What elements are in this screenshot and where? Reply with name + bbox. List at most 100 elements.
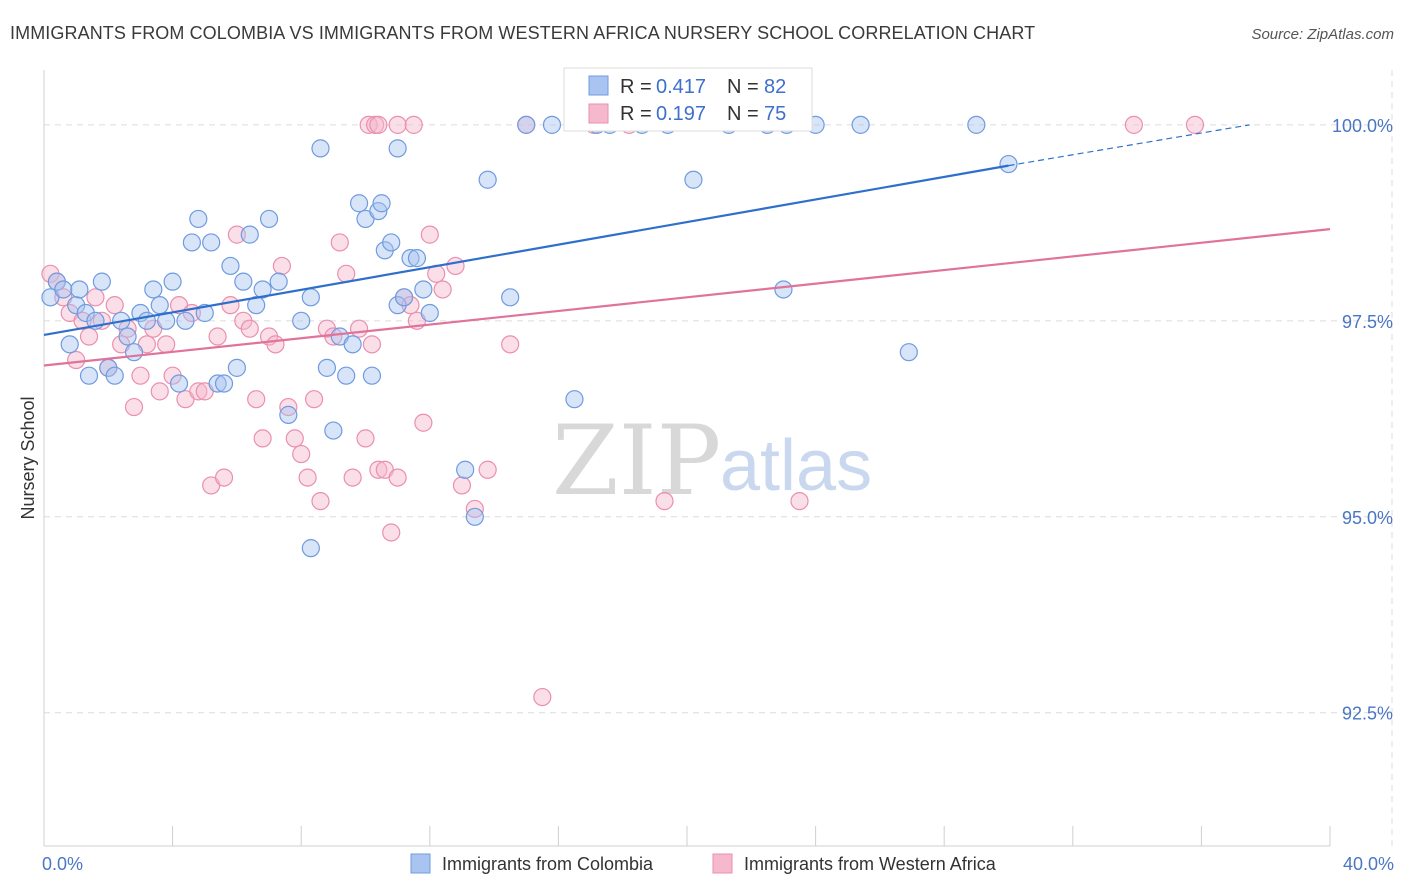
- colombia-point: [234, 272, 253, 291]
- western-africa-point: [790, 492, 809, 511]
- colombia-point: [79, 366, 99, 385]
- western-africa-point: [414, 413, 433, 432]
- colombia-point: [202, 233, 221, 252]
- colombia-point: [362, 366, 382, 385]
- western-africa-point: [1185, 115, 1205, 134]
- colombia-point: [269, 272, 288, 291]
- colombia-point: [214, 374, 234, 393]
- y-axis-tick-labels: 92.5% 95.0% 97.5% 100.0%: [1332, 116, 1393, 724]
- y-axis-label: Nursery School: [18, 396, 38, 519]
- western-africa-point: [420, 225, 439, 244]
- colombia-point: [407, 249, 427, 268]
- trend-lines: [43, 124, 1331, 367]
- western-africa-point: [349, 319, 369, 338]
- colombia-point: [388, 139, 407, 158]
- western-africa-point: [330, 233, 349, 252]
- western-africa-point: [404, 115, 423, 134]
- legend: Immigrants from Colombia Immigrants from…: [410, 853, 997, 874]
- colombia-point: [163, 272, 182, 291]
- colombia-point: [240, 225, 259, 244]
- legend-colombia-label: Immigrants from Colombia: [442, 854, 654, 874]
- western-africa-point: [208, 327, 227, 346]
- colombia-point: [221, 256, 240, 276]
- stats-western-africa-n-label: N =: [727, 103, 759, 125]
- colombia-point: [394, 288, 414, 307]
- colombia-point: [311, 139, 330, 158]
- watermark: ZIP atlas: [552, 405, 872, 517]
- colombia-point: [157, 311, 176, 330]
- colombia-point: [372, 194, 391, 213]
- western-africa-point: [359, 115, 378, 134]
- stats-western-africa-swatch: [588, 103, 609, 124]
- stats-colombia-r-value: 0.417: [656, 76, 706, 98]
- y-tick-label: 97.5%: [1342, 312, 1393, 332]
- chart-source: Source: ZipAtlas.com: [1251, 26, 1394, 43]
- western-africa-point: [214, 468, 234, 487]
- stats-western-africa-r-label: R =: [620, 103, 652, 125]
- x-tick-label-start: 0.0%: [42, 854, 83, 874]
- x-tick-label-end: 40.0%: [1343, 854, 1394, 874]
- colombia-point: [301, 288, 320, 307]
- colombia-point: [169, 374, 189, 393]
- western-africa-point: [279, 397, 298, 417]
- western-africa-point: [157, 335, 176, 354]
- colombia-point: [292, 311, 311, 330]
- western-africa-point: [285, 429, 304, 448]
- colombia-point: [208, 374, 227, 393]
- western-africa-point: [227, 225, 246, 244]
- colombia-point: [195, 303, 214, 323]
- western-africa-point: [446, 256, 465, 276]
- watermark-zip: ZIP: [552, 405, 721, 517]
- chart-title: IMMIGRANTS FROM COLOMBIA VS IMMIGRANTS F…: [10, 23, 1035, 43]
- western-africa-point: [272, 256, 292, 276]
- colombia-trend-extension: [1008, 124, 1250, 167]
- colombia-point: [279, 405, 298, 424]
- western-africa-point: [388, 468, 407, 487]
- western-africa-point: [533, 687, 552, 707]
- stats-box: R = 0.417 N = 82 R = 0.197 N = 75: [563, 67, 813, 132]
- western-africa-point: [86, 288, 105, 307]
- western-africa-point: [465, 499, 484, 519]
- western-africa-point: [369, 115, 388, 134]
- colombia-point: [967, 115, 986, 134]
- colombia-point: [176, 311, 195, 330]
- colombia-point: [118, 327, 137, 346]
- stats-colombia-n-label: N =: [727, 76, 759, 98]
- x-axis-tick-labels: 0.0% 40.0%: [42, 854, 1394, 874]
- western-africa-point: [655, 492, 674, 511]
- y-tick-label: 100.0%: [1332, 116, 1393, 136]
- colombia-point: [420, 303, 439, 323]
- colombia-point: [349, 194, 369, 213]
- colombia-point: [999, 154, 1018, 174]
- colombia-points: [41, 115, 1018, 558]
- western-africa-point: [452, 476, 472, 495]
- western-africa-point: [382, 523, 401, 542]
- colombia-point: [144, 280, 163, 299]
- colombia-point: [414, 280, 433, 299]
- colombia-point: [565, 390, 584, 409]
- colombia-point: [337, 366, 356, 385]
- western-africa-point: [369, 460, 388, 479]
- western-africa-point: [105, 296, 124, 315]
- colombia-point: [478, 170, 497, 189]
- western-africa-point: [189, 382, 208, 401]
- colombia-point: [851, 115, 870, 134]
- western-africa-point: [311, 492, 330, 511]
- colombia-point: [54, 280, 73, 299]
- western-africa-point: [150, 382, 169, 401]
- stats-western-africa-r-value: 0.197: [656, 103, 706, 125]
- watermark-atlas: atlas: [720, 426, 872, 506]
- colombia-point: [324, 421, 343, 440]
- stats-colombia-n-value: 82: [764, 76, 786, 98]
- colombia-point: [542, 115, 562, 134]
- legend-western-africa-swatch: [712, 853, 733, 874]
- western-africa-point: [292, 444, 311, 464]
- colombia-point: [456, 460, 475, 479]
- colombia-point: [253, 280, 272, 299]
- western-africa-point: [131, 366, 150, 385]
- y-tick-label: 95.0%: [1342, 508, 1393, 528]
- western-africa-point: [478, 460, 497, 479]
- x-axis-ticks: [172, 826, 1331, 846]
- colombia-point: [517, 115, 536, 134]
